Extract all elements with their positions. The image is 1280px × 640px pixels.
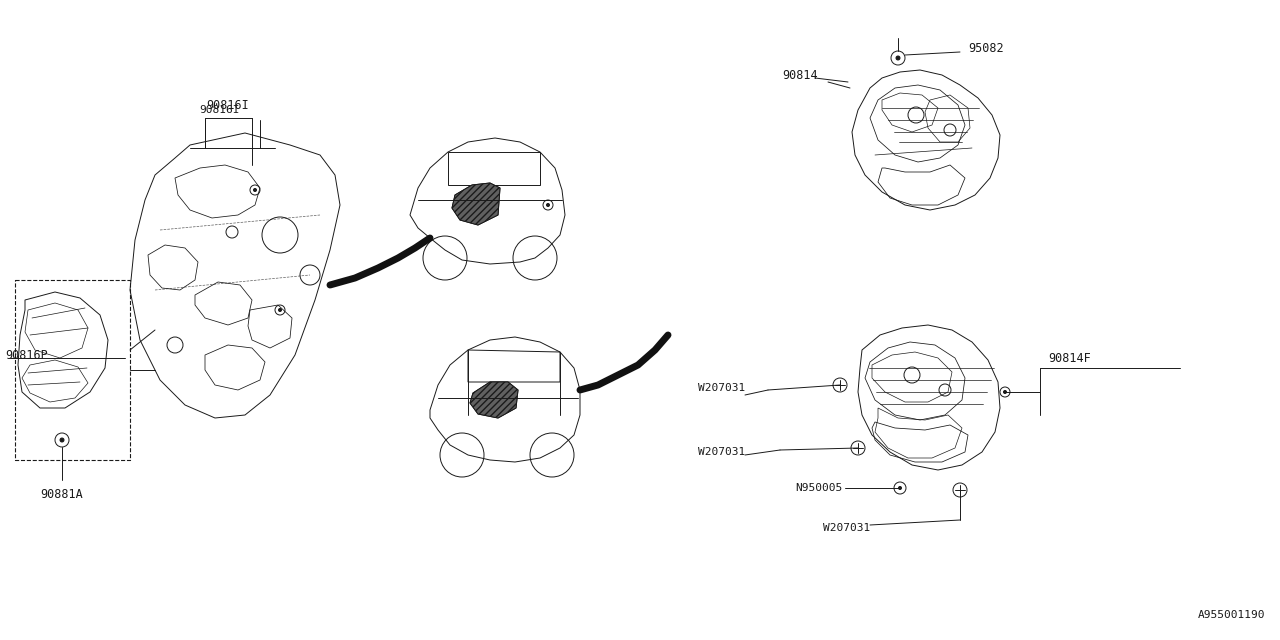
Polygon shape [470,382,518,418]
Text: 90816P: 90816P [5,349,47,362]
Text: W207031: W207031 [823,523,870,533]
Text: A955001190: A955001190 [1198,610,1265,620]
Text: 90881A: 90881A [41,488,83,501]
Polygon shape [452,183,500,225]
Circle shape [896,56,900,60]
Text: 90816I: 90816I [200,105,241,115]
Text: 90816I: 90816I [206,99,250,112]
Text: N950005: N950005 [796,483,844,493]
Circle shape [253,189,256,191]
Circle shape [1004,390,1006,394]
Circle shape [547,204,549,207]
Polygon shape [470,382,518,418]
Text: 95082: 95082 [968,42,1004,54]
Text: 90814F: 90814F [1048,352,1091,365]
Text: 90814: 90814 [782,68,818,81]
Circle shape [60,438,64,442]
Circle shape [899,486,901,490]
Text: W207031: W207031 [698,383,745,393]
Circle shape [279,308,282,312]
Text: W207031: W207031 [698,447,745,457]
Polygon shape [452,183,500,225]
